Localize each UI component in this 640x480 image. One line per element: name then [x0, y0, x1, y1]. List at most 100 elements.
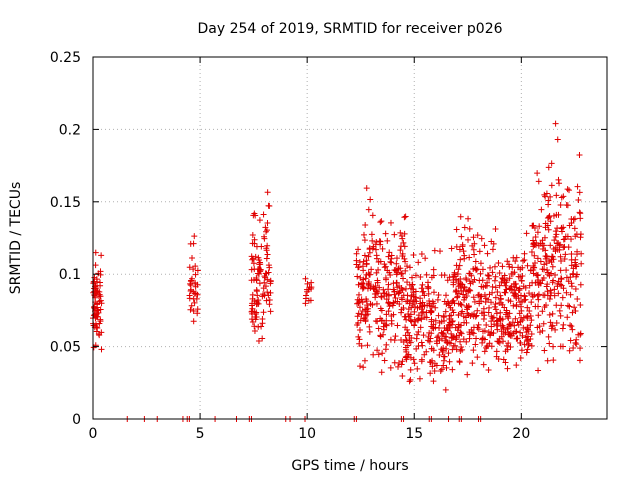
- data-point: [433, 362, 440, 369]
- data-point: [456, 246, 463, 253]
- data-point: [255, 337, 262, 344]
- data-point: [517, 354, 524, 361]
- data-point: [407, 317, 414, 324]
- data-point: [387, 364, 394, 371]
- data-point: [522, 284, 529, 291]
- data-point: [554, 136, 561, 143]
- data-point: [357, 363, 364, 370]
- data-point: [362, 221, 369, 228]
- data-point: [481, 291, 488, 298]
- data-point: [470, 347, 477, 354]
- data-point: [378, 218, 385, 225]
- data-point: [521, 257, 528, 264]
- data-point: [552, 233, 559, 240]
- data-point: [194, 281, 201, 288]
- data-point: [354, 273, 361, 280]
- data-point: [520, 257, 527, 264]
- data-point: [481, 336, 488, 343]
- data-point: [386, 303, 393, 310]
- data-point: [478, 283, 485, 290]
- data-point: [406, 378, 413, 385]
- data-point: [483, 343, 490, 350]
- data-point: [420, 332, 427, 339]
- data-point: [398, 337, 405, 344]
- data-point: [403, 316, 410, 323]
- data-point: [563, 267, 570, 274]
- data-point: [466, 254, 473, 261]
- data-point: [440, 357, 447, 364]
- data-point: [553, 302, 560, 309]
- data-point: [406, 264, 413, 271]
- data-point: [570, 216, 577, 223]
- y-tick-labels: 0 0.05 0.1 0.15 0.2 0.25: [50, 50, 81, 428]
- plot-frame: [92, 56, 608, 420]
- data-point: [254, 292, 261, 299]
- data-point: [521, 297, 528, 304]
- data-point: [463, 276, 470, 283]
- data-point: [407, 366, 414, 373]
- data-point: [267, 278, 274, 285]
- data-point: [263, 270, 270, 277]
- data-point: [402, 285, 409, 292]
- data-point: [98, 252, 105, 259]
- data-point: [532, 234, 539, 241]
- data-point: [559, 325, 566, 332]
- data-point: [552, 244, 559, 251]
- data-point: [471, 298, 478, 305]
- data-point: [395, 290, 402, 297]
- data-point: [252, 310, 259, 317]
- data-point: [576, 209, 583, 216]
- data-point: [187, 280, 194, 287]
- data-point: [544, 357, 551, 364]
- data-point: [189, 254, 196, 261]
- data-point: [357, 274, 364, 281]
- data-point: [517, 299, 524, 306]
- data-point: [468, 272, 475, 279]
- data-point: [377, 333, 384, 340]
- data-point: [90, 322, 97, 329]
- data-point: [457, 301, 464, 308]
- data-point: [465, 303, 472, 310]
- data-point: [477, 260, 484, 267]
- data-point: [453, 346, 460, 353]
- data-point: [446, 358, 453, 365]
- data-point: [479, 339, 486, 346]
- data-point: [544, 271, 551, 278]
- data-point: [524, 304, 531, 311]
- data-point: [358, 311, 365, 318]
- data-point: [460, 248, 467, 255]
- data-point: [249, 240, 256, 247]
- data-point: [261, 233, 268, 240]
- data-point: [465, 215, 472, 222]
- data-point: [529, 222, 536, 229]
- data-point: [434, 296, 441, 303]
- data-point: [391, 231, 398, 238]
- data-point: [362, 275, 369, 282]
- data-point: [381, 357, 388, 364]
- data-point: [382, 263, 389, 270]
- data-point: [542, 247, 549, 254]
- data-point: [308, 279, 315, 286]
- y-tick-label: 0: [72, 412, 81, 428]
- data-point: [524, 262, 531, 269]
- y-tick-label: 0.1: [59, 267, 81, 283]
- data-point: [420, 308, 427, 315]
- data-point: [391, 267, 398, 274]
- data-point: [392, 295, 399, 302]
- data-point: [383, 291, 390, 298]
- data-point: [547, 287, 554, 294]
- data-point: [372, 317, 379, 324]
- data-point: [531, 291, 538, 298]
- data-point: [481, 348, 488, 355]
- data-point: [494, 289, 501, 296]
- data-point: [449, 317, 456, 324]
- data-point: [406, 337, 413, 344]
- data-point: [498, 333, 505, 340]
- data-point: [418, 339, 425, 346]
- data-point: [556, 246, 563, 253]
- data-point: [442, 386, 449, 393]
- data-point: [254, 299, 261, 306]
- data-point: [528, 342, 535, 349]
- data-point: [495, 260, 502, 267]
- data-point: [410, 298, 417, 305]
